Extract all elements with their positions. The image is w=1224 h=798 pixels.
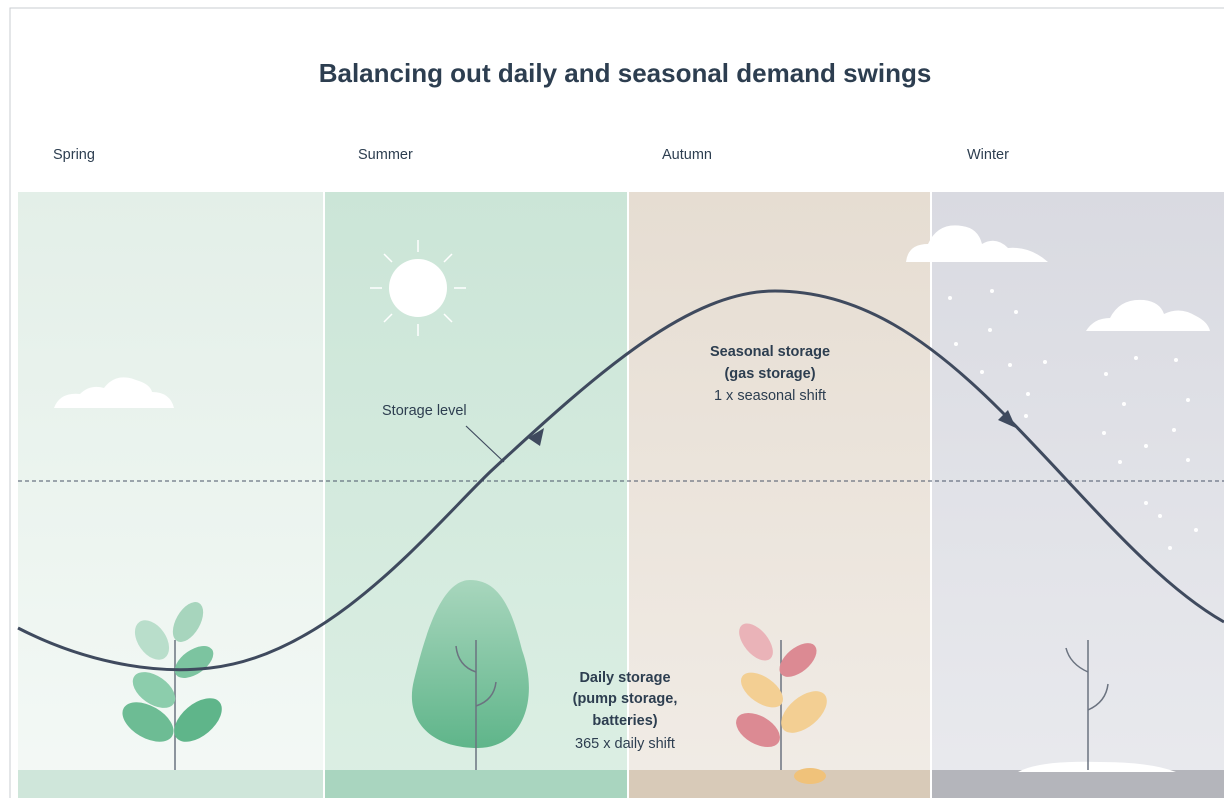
annotation: Seasonal storage xyxy=(710,344,830,360)
season-label: Spring xyxy=(53,147,95,163)
snow xyxy=(948,289,1198,550)
sun xyxy=(370,240,466,336)
title: Balancing out daily and seasonal demand … xyxy=(319,58,932,88)
leader-line xyxy=(465,425,505,463)
autumn-panel xyxy=(629,192,930,798)
arrow xyxy=(528,428,544,446)
ground xyxy=(325,770,627,798)
season-label: Summer xyxy=(358,147,413,163)
ground xyxy=(18,770,323,798)
season-label: Winter xyxy=(967,147,1009,163)
annotation: Storage level xyxy=(382,403,467,419)
season-label: Autumn xyxy=(662,147,712,163)
frame xyxy=(9,7,1224,798)
annotation: 1 x seasonal shift xyxy=(714,388,826,404)
spring-plant xyxy=(122,602,222,770)
annotation: (gas storage) xyxy=(724,366,815,382)
annotation: 365 x daily shift xyxy=(575,736,675,752)
ground xyxy=(629,770,930,798)
clouds xyxy=(54,225,1210,408)
winter-twig xyxy=(1018,640,1176,772)
annotation: batteries) xyxy=(592,713,657,729)
autumn-plant xyxy=(736,623,827,784)
summer-tree xyxy=(411,580,529,770)
annotation: (pump storage, xyxy=(573,691,678,707)
ground xyxy=(932,770,1224,798)
storage-curve xyxy=(17,289,1224,672)
spring-panel xyxy=(18,192,323,798)
arrow xyxy=(998,410,1016,428)
annotation: Daily storage xyxy=(579,670,670,686)
winter-panel xyxy=(932,192,1224,798)
